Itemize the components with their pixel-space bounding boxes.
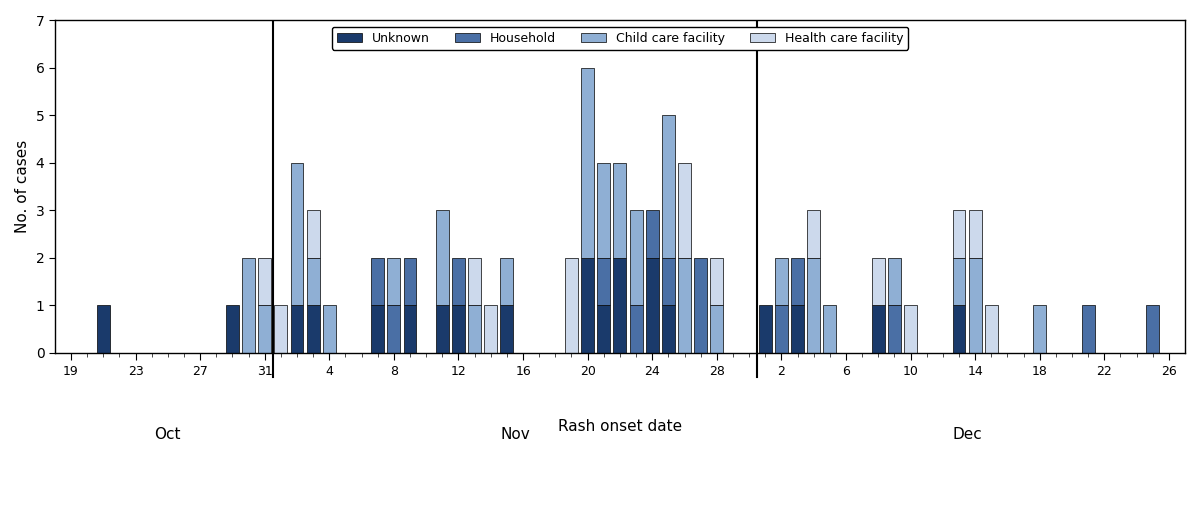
Bar [662, 306, 674, 353]
Bar [888, 258, 901, 306]
Bar [226, 306, 239, 353]
Bar [630, 211, 642, 306]
Bar [678, 163, 691, 258]
Bar [662, 258, 674, 306]
Bar [758, 306, 772, 353]
Bar [275, 306, 287, 353]
Bar [388, 306, 401, 353]
Bar [371, 258, 384, 306]
Bar [985, 306, 997, 353]
Legend: Unknown, Household, Child care facility, Health care facility: Unknown, Household, Child care facility,… [331, 27, 908, 50]
Bar [581, 258, 594, 353]
Bar [823, 306, 836, 353]
Bar [452, 306, 464, 353]
Bar [388, 258, 401, 306]
Text: Oct: Oct [155, 427, 181, 442]
Bar [452, 258, 464, 306]
Bar [565, 258, 578, 353]
Bar [968, 258, 982, 353]
Bar [710, 306, 724, 353]
X-axis label: Rash onset date: Rash onset date [558, 420, 682, 434]
Bar [500, 306, 514, 353]
Bar [953, 258, 966, 306]
Bar [871, 306, 884, 353]
Bar [1033, 306, 1046, 353]
Bar [630, 306, 642, 353]
Bar [307, 258, 319, 306]
Bar [290, 306, 304, 353]
Bar [953, 211, 966, 258]
Bar [678, 258, 691, 353]
Bar [468, 258, 481, 306]
Bar [307, 306, 319, 353]
Bar [468, 306, 481, 353]
Text: Dec: Dec [952, 427, 982, 442]
Bar [598, 306, 611, 353]
Bar [598, 163, 611, 258]
Bar [791, 258, 804, 306]
Bar [371, 306, 384, 353]
Bar [694, 258, 707, 353]
Bar [436, 211, 449, 306]
Bar [485, 306, 497, 353]
Bar [290, 163, 304, 306]
Text: Nov: Nov [500, 427, 530, 442]
Bar [775, 306, 788, 353]
Bar [581, 68, 594, 258]
Bar [258, 258, 271, 306]
Bar [323, 306, 336, 353]
Bar [808, 211, 820, 258]
Bar [646, 211, 659, 258]
Bar [598, 258, 611, 306]
Bar [710, 258, 724, 306]
Bar [1081, 306, 1094, 353]
Bar [791, 306, 804, 353]
Bar [968, 211, 982, 258]
Bar [613, 163, 626, 258]
Bar [500, 258, 514, 306]
Bar [258, 306, 271, 353]
Bar [646, 258, 659, 353]
Bar [436, 306, 449, 353]
Bar [871, 258, 884, 306]
Y-axis label: No. of cases: No. of cases [14, 140, 30, 234]
Bar [242, 258, 256, 353]
Bar [1146, 306, 1159, 353]
Bar [613, 258, 626, 353]
Bar [888, 306, 901, 353]
Bar [403, 306, 416, 353]
Bar [953, 306, 966, 353]
Bar [808, 258, 820, 353]
Bar [403, 258, 416, 306]
Bar [97, 306, 109, 353]
Bar [307, 211, 319, 258]
Bar [904, 306, 917, 353]
Bar [662, 115, 674, 258]
Bar [775, 258, 788, 306]
